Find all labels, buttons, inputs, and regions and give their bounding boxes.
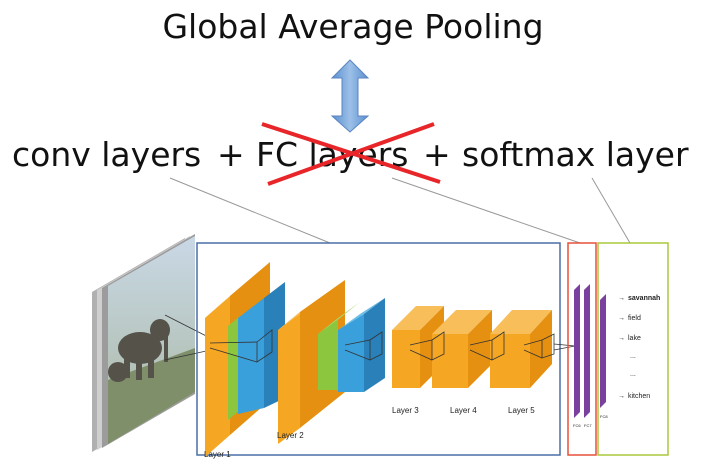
fc-label-6: FC6 (573, 423, 581, 428)
cross-out-mark (261, 122, 441, 186)
output-list: → savannah → field → lake ... ... → kitc… (618, 295, 660, 400)
svg-text:→: → (618, 315, 625, 322)
layer-label-4: Layer 4 (450, 406, 477, 415)
output-label-4: ... (630, 371, 636, 378)
leader-lines (169, 177, 631, 244)
title: Global Average Pooling (162, 7, 543, 46)
svg-text:→: → (618, 295, 625, 302)
svg-text:→: → (618, 335, 625, 342)
layer-4-block (432, 310, 492, 388)
formula-conv: conv layers (12, 135, 201, 174)
layer-label-3: Layer 3 (392, 406, 419, 415)
layer-label-2: Layer 2 (277, 431, 304, 440)
output-label-1: field (628, 315, 641, 322)
fc-bars (574, 284, 606, 418)
fc-layers-box (567, 242, 597, 456)
layer-label-1: Layer 1 (204, 450, 231, 459)
formula-plus-1: + (217, 135, 245, 174)
input-image (92, 234, 221, 452)
double-arrow-icon (330, 59, 370, 133)
layer-5-block (490, 310, 552, 388)
output-label-5: kitchen (628, 393, 650, 400)
formula-plus-2: + (423, 135, 451, 174)
layer-label-5: Layer 5 (508, 406, 535, 415)
layer-2-blue (338, 298, 385, 392)
receptive-field-lines (209, 329, 576, 363)
formula-softmax: softmax layer (462, 135, 689, 174)
layer-1-green (228, 316, 240, 420)
output-label-2: lake (628, 335, 641, 342)
svg-text:→: → (618, 393, 625, 400)
output-label-3: ... (630, 353, 636, 360)
output-label-0: savannah (628, 295, 660, 302)
layer-2-green (318, 302, 360, 390)
fc-label-7: FC7 (584, 423, 592, 428)
softmax-box (597, 242, 669, 456)
fc-label-8: FC8 (600, 414, 608, 419)
